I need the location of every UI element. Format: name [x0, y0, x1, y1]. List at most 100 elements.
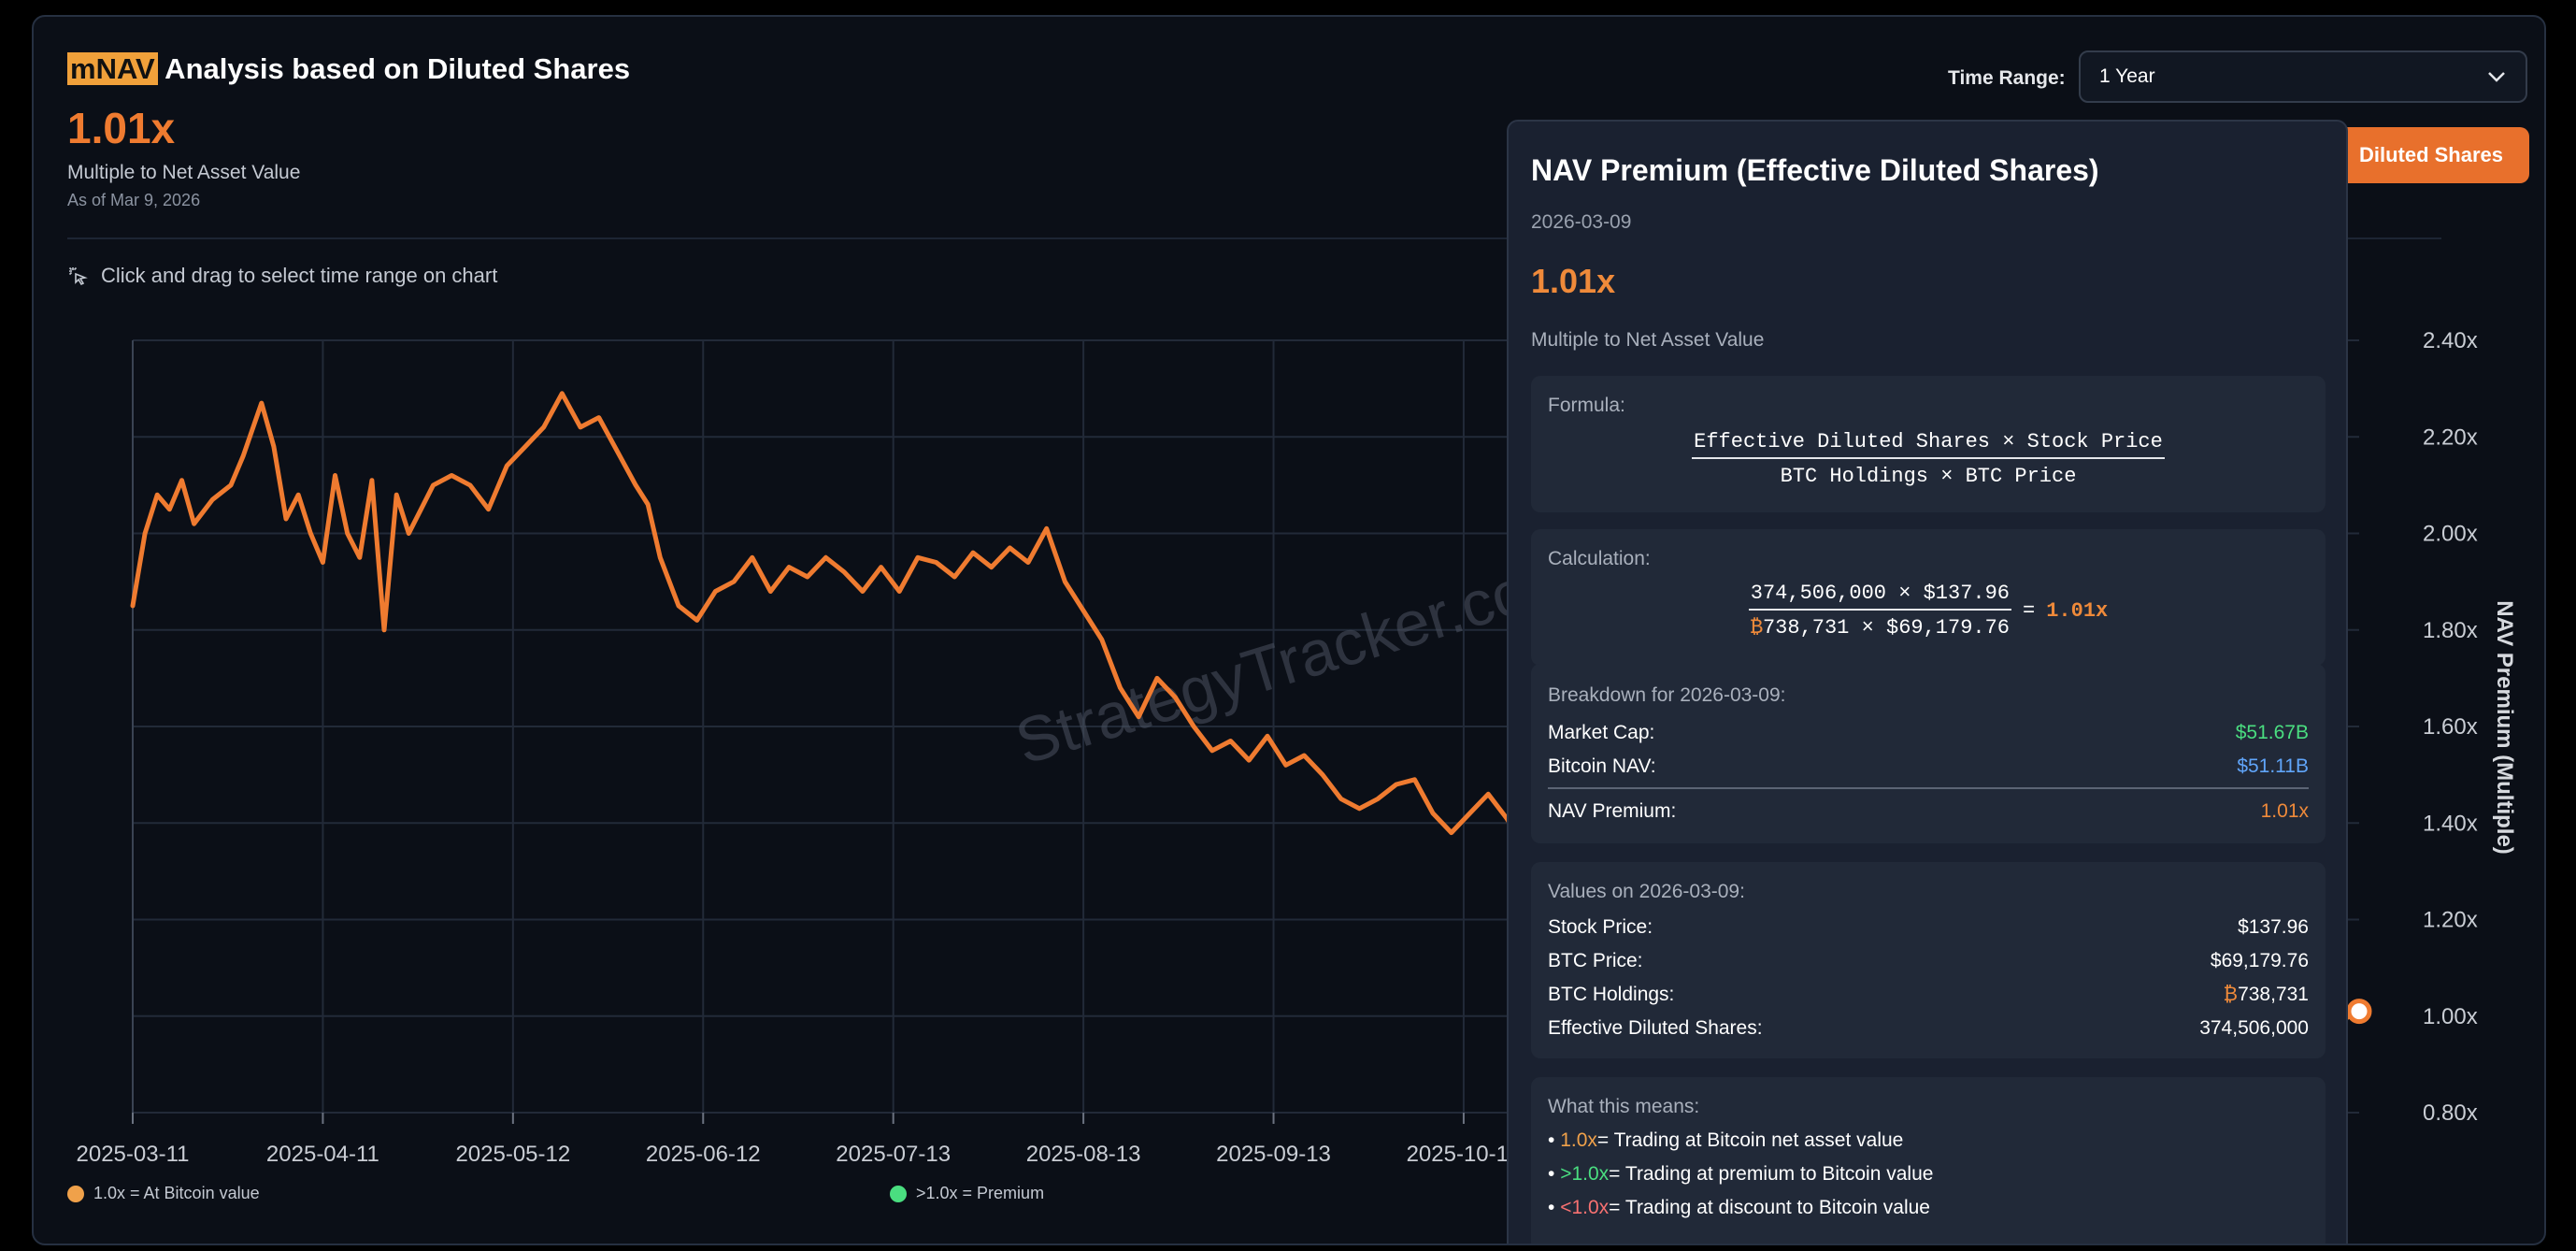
- values-box: Values on 2026-03-09: Stock Price: $137.9…: [1531, 862, 2326, 1058]
- y-tick-label: 1.40x: [2423, 811, 2478, 836]
- tooltip-date: 2026-03-09: [1531, 211, 1632, 233]
- formula-label: Formula:: [1548, 395, 1625, 416]
- meaning-text: = Trading at Bitcoin net asset value: [1596, 1129, 1904, 1151]
- legend-label: >1.0x = Premium: [916, 1184, 1045, 1202]
- market-cap-label: Market Cap:: [1548, 722, 1655, 743]
- meaning-item: • <1.0x = Trading at discount to Bitcoin…: [1548, 1191, 2309, 1225]
- x-tick-label: 2025-06-12: [646, 1142, 761, 1167]
- btc-price-row: BTC Price: $69,179.76: [1548, 944, 2309, 978]
- current-mnav-value: 1.01x: [67, 104, 176, 152]
- tooltip-value: 1.01x: [1531, 262, 1616, 300]
- time-range-select[interactable]: 1 Year: [2079, 50, 2527, 103]
- calculation-numerator: 374,506,000 × $137.96: [1748, 582, 2012, 611]
- meaning-key: >1.0x: [1560, 1163, 1610, 1185]
- x-tick-label: 2025-03-11: [77, 1142, 190, 1167]
- diluted-shares-label: Effective Diluted Shares:: [1548, 1017, 1763, 1039]
- nav-premium-label: NAV Premium:: [1548, 800, 1677, 822]
- formula-fraction: Effective Diluted Shares × Stock Price B…: [1548, 430, 2309, 488]
- meaning-text: = Trading at premium to Bitcoin value: [1609, 1163, 1934, 1185]
- nav-premium-row: NAV Premium: 1.01x: [1548, 795, 2309, 828]
- calculation-result: 1.01x: [2046, 598, 2109, 623]
- calculation-label: Calculation:: [1548, 548, 1651, 569]
- y-axis-label: NAV Premium (Multiple): [2492, 600, 2517, 855]
- meaning-key: <1.0x: [1560, 1197, 1610, 1218]
- diluted-shares-value: 374,506,000: [2199, 1017, 2309, 1039]
- meaning-text: = Trading at discount to Bitcoin value: [1609, 1197, 1930, 1218]
- y-axis-ticks: 2.40x 2.20x 2.00x 1.80x 1.60x 1.40x 1.20x 1.00x…: [2423, 328, 2478, 1126]
- bitcoin-icon: ₿: [1750, 616, 1763, 640]
- formula-numerator: Effective Diluted Shares × Stock Price: [1692, 430, 2165, 459]
- y-tick-label: 2.00x: [2423, 522, 2478, 547]
- chevron-down-icon: [2488, 72, 2505, 82]
- series-line: [130, 391, 1565, 859]
- btc-holdings-row: BTC Holdings: ₿738,731: [1548, 978, 2309, 1012]
- page-title: mNAV Analysis based on Diluted Shares: [67, 52, 630, 86]
- y-tick-label: 2.20x: [2423, 424, 2478, 450]
- calculation-denominator-text: 738,731 × $69,179.76: [1762, 616, 2011, 640]
- title-highlight: mNAV: [67, 52, 158, 85]
- x-tick-label: 2025-05-12: [455, 1142, 570, 1167]
- legend-item-premium: >1.0x = Premium: [890, 1184, 1044, 1203]
- btc-holdings-value: 738,731: [2238, 984, 2309, 1005]
- hover-point[interactable]: [2346, 999, 2372, 1025]
- formula-denominator: BTC Holdings × BTC Price: [1780, 465, 2077, 488]
- stock-price-label: Stock Price:: [1548, 916, 1653, 938]
- legend-dot-orange: [67, 1185, 84, 1202]
- calculation-box: Calculation: 374,506,000 × $137.96 ₿738,…: [1531, 529, 2326, 666]
- calculation-fraction: 374,506,000 × $137.96 ₿738,731 × $69,179…: [1748, 582, 2012, 640]
- drag-hint-text: Click and drag to select time range on c…: [101, 264, 498, 287]
- legend-item-at-value: 1.0x = At Bitcoin value: [67, 1184, 260, 1203]
- btc-price-value: $69,179.76: [2210, 950, 2309, 971]
- bullet: •: [1548, 1163, 1555, 1185]
- y-tick-label: 0.80x: [2423, 1100, 2478, 1126]
- breakdown-divider: [1548, 787, 2309, 789]
- chart-tooltip: NAV Premium (Effective Diluted Shares) 2…: [1507, 120, 2348, 1244]
- y-tick-label: 1.20x: [2423, 908, 2478, 933]
- meaning-key: 1.0x: [1560, 1129, 1597, 1151]
- title-text: Analysis based on Diluted Shares: [157, 52, 631, 85]
- mnav-card: mNAV Analysis based on Diluted Shares 1.…: [32, 15, 2546, 1245]
- cursor-click-icon: [68, 266, 88, 286]
- breakdown-box: Breakdown for 2026-03-09: Market Cap: $51…: [1531, 664, 2326, 843]
- x-axis-ticks: 2025-03-11 2025-04-11 2025-05-12 2025-06-12…: [77, 1142, 1522, 1167]
- bitcoin-icon: ₿: [2223, 984, 2239, 1005]
- mnav-subtitle: Multiple to Net Asset Value: [67, 162, 301, 183]
- y-tick-label: 1.00x: [2423, 1004, 2478, 1029]
- calculation-equals: =: [2023, 598, 2036, 623]
- calculation-denominator: ₿738,731 × $69,179.76: [1751, 611, 2010, 640]
- breakdown-label: Breakdown for 2026-03-09:: [1548, 684, 1786, 706]
- btc-holdings-label: BTC Holdings:: [1548, 984, 1675, 1005]
- y-tick-label: 1.60x: [2423, 714, 2478, 740]
- bitcoin-nav-row: Bitcoin NAV: $51.11B: [1548, 750, 2309, 784]
- market-cap-row: Market Cap: $51.67B: [1548, 716, 2309, 750]
- x-tick-label: 2025-09-13: [1216, 1142, 1331, 1167]
- x-tick-label: 2025-04-11: [266, 1142, 379, 1167]
- market-cap-value: $51.67B: [2235, 722, 2309, 743]
- drag-hint: Click and drag to select time range on c…: [67, 264, 497, 288]
- as-of-date: As of Mar 9, 2026: [67, 191, 201, 209]
- stock-price-row: Stock Price: $137.96: [1548, 911, 2309, 944]
- meaning-box: What this means: • 1.0x = Trading at Bit…: [1531, 1077, 2326, 1244]
- bullet: •: [1548, 1129, 1555, 1151]
- calculation-expression: 374,506,000 × $137.96 ₿738,731 × $69,179…: [1548, 582, 2309, 640]
- x-tick-label: 2025-08-13: [1026, 1142, 1141, 1167]
- meaning-item: • 1.0x = Trading at Bitcoin net asset va…: [1548, 1124, 2309, 1158]
- meaning-item: • >1.0x = Trading at premium to Bitcoin …: [1548, 1158, 2309, 1191]
- btc-holdings-value-wrap: ₿738,731: [2224, 984, 2309, 1006]
- bullet: •: [1548, 1197, 1555, 1218]
- x-tick-label: 2025-10-14: [1407, 1142, 1522, 1167]
- nav-premium-value: 1.01x: [2260, 800, 2309, 822]
- legend-dot-green: [890, 1185, 907, 1202]
- bitcoin-nav-label: Bitcoin NAV:: [1548, 755, 1656, 777]
- bitcoin-nav-value: $51.11B: [2237, 755, 2309, 777]
- diluted-shares-row: Effective Diluted Shares: 374,506,000: [1548, 1012, 2309, 1045]
- legend-label: 1.0x = At Bitcoin value: [93, 1184, 260, 1202]
- diluted-shares-button[interactable]: Diluted Shares: [2333, 127, 2529, 183]
- values-label: Values on 2026-03-09:: [1548, 881, 1745, 902]
- btc-price-label: BTC Price:: [1548, 950, 1643, 971]
- header-divider: [67, 237, 2441, 239]
- formula-box: Formula: Effective Diluted Shares × Stoc…: [1531, 376, 2326, 512]
- meaning-label: What this means:: [1548, 1096, 1700, 1117]
- time-range-label: Time Range:: [1948, 67, 2066, 89]
- time-range-value: 1 Year: [2099, 65, 2155, 87]
